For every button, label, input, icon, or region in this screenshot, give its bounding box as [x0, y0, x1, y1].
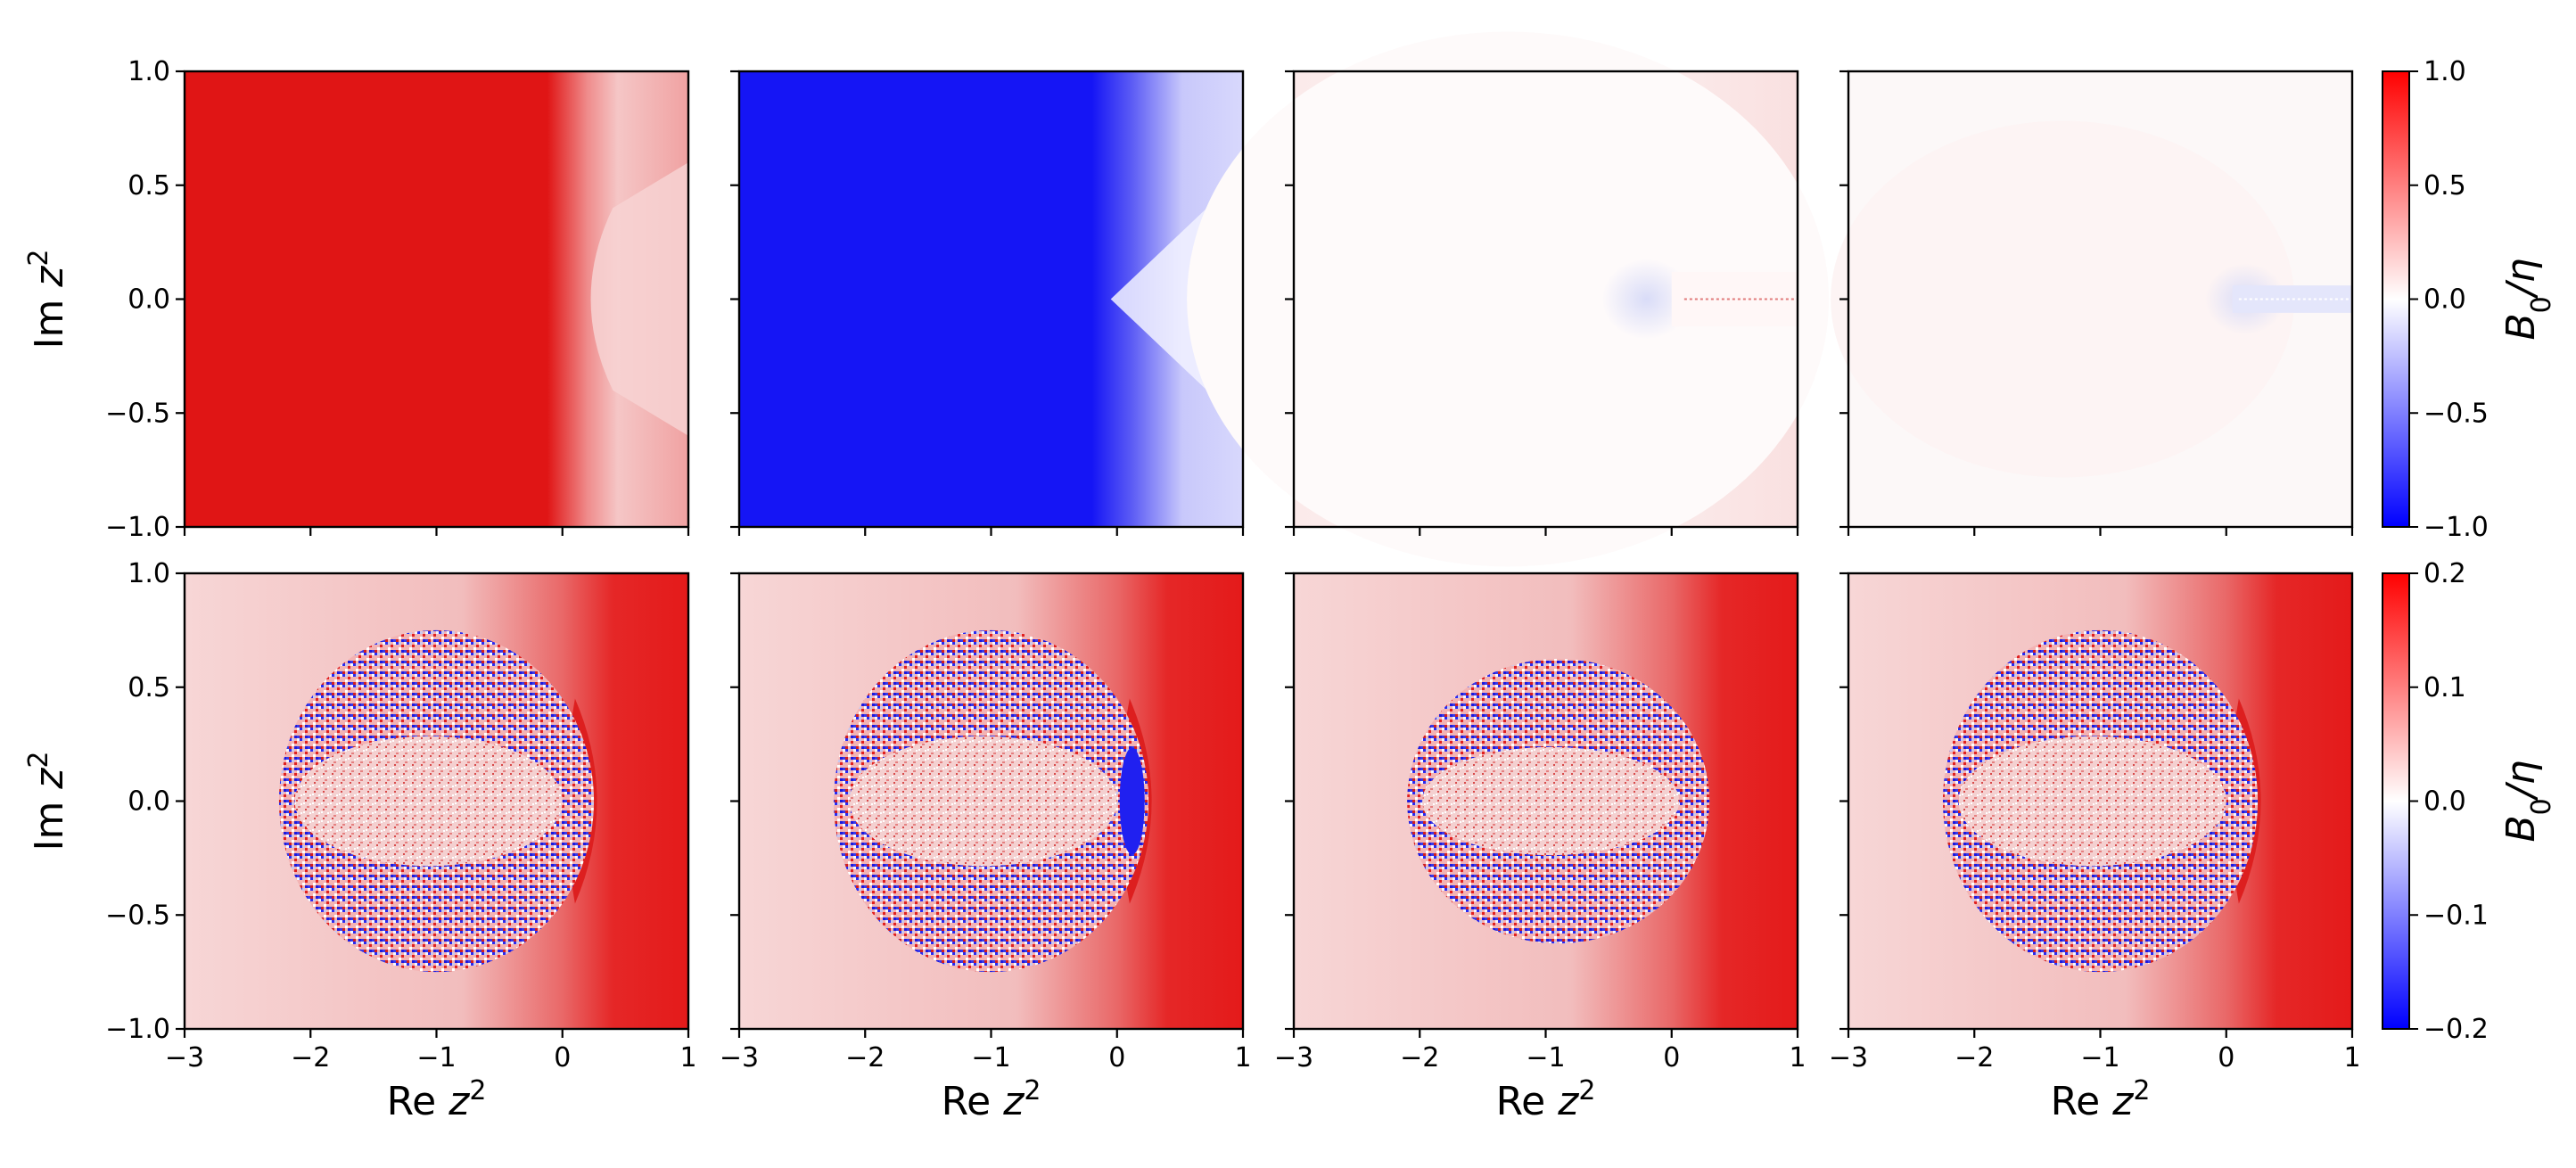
axes: 1.0 0.5 0.0 −0.5 −1.0 Im z2 −3 −2 −1 0 1 1.0 0.5 0.0 −… — [23, 56, 2361, 1124]
x-axis-label-c3: Re z2 — [1496, 1075, 1596, 1125]
x-tick-label: −1 — [416, 1042, 456, 1073]
heatmap-panel-r1-c1 — [185, 71, 688, 527]
y-axis-label-2: Im z2 — [23, 751, 73, 851]
heatmap-panel-r1-c4 — [1831, 71, 2352, 527]
y-tick-label: 1.0 — [128, 56, 170, 87]
x-tick-label: −2 — [291, 1042, 330, 1073]
colorbar-label-1: B0/η — [2498, 259, 2557, 341]
colorbar-tick-label: 1.0 — [2424, 56, 2466, 87]
colorbar-tick-label: −0.5 — [2424, 398, 2489, 429]
heatmap-region — [590, 162, 688, 436]
colorbar-2 — [2383, 573, 2409, 1029]
colorbar-tick-label: 0.0 — [2424, 284, 2466, 316]
y-tick-label: −1.0 — [105, 1014, 170, 1045]
heatmap-panel-r1-c3 — [1187, 31, 1830, 567]
x-tick-label: −3 — [1274, 1042, 1313, 1073]
heatmap-disk-core — [1422, 746, 1680, 856]
x-tick-label: 0 — [2218, 1042, 2234, 1073]
x-axis-label-c2: Re z2 — [942, 1075, 1041, 1125]
x-tick-label: 0 — [1663, 1042, 1680, 1073]
colorbar-label-2: B0/η — [2498, 761, 2557, 843]
colorbar-tick-label: −0.2 — [2424, 1014, 2489, 1045]
heatmap-disk-core — [1958, 736, 2226, 867]
x-tick-label: 1 — [2343, 1042, 2360, 1073]
colorbar-tick-label: −1.0 — [2424, 512, 2489, 543]
y-axis-label-1: Im z2 — [23, 249, 73, 349]
x-tick-label: −3 — [1829, 1042, 1868, 1073]
heatmap-panel-r2-c2 — [739, 573, 1243, 1029]
y-tick-label: 0.5 — [128, 170, 170, 202]
x-tick-label: −3 — [720, 1042, 759, 1073]
x-tick-label: −1 — [971, 1042, 1010, 1073]
heatmap-region — [1601, 259, 1691, 340]
plots — [185, 31, 2352, 1029]
heatmap-region — [1187, 31, 1830, 567]
x-tick-label: −2 — [1955, 1042, 1994, 1073]
x-tick-label: 1 — [1234, 1042, 1251, 1073]
heatmap-disk-core — [849, 736, 1117, 867]
x-tick-label: 0 — [554, 1042, 571, 1073]
x-tick-label: −1 — [1526, 1042, 1565, 1073]
y-tick-label: −0.5 — [105, 398, 170, 429]
x-tick-label: −1 — [2080, 1042, 2119, 1073]
y-tick-label: −1.0 — [105, 512, 170, 543]
x-tick-label: 0 — [1108, 1042, 1125, 1073]
heatmap-panel-r1-c2 — [739, 71, 1243, 527]
colorbar-tick-label: 0.5 — [2424, 170, 2466, 202]
heatmap-panel-r2-c1 — [185, 573, 688, 1029]
colorbars: 1.0 0.5 0.0 −0.5 −1.0 B0/η 0.2 0.1 0.0 −0.1 −0.2 B0… — [2382, 56, 2557, 1045]
heatmap-panel-r2-c3 — [1294, 573, 1798, 1029]
heatmap-region — [1831, 120, 2295, 478]
x-axis-label-c4: Re z2 — [2051, 1075, 2151, 1125]
heatmap-blue-spot — [1119, 747, 1145, 855]
x-tick-label: −2 — [845, 1042, 885, 1073]
y-tick-label: 0.0 — [128, 786, 170, 818]
x-tick-label: 1 — [679, 1042, 696, 1073]
heatmap-panel-r2-c4 — [1848, 573, 2352, 1029]
x-tick-label: −3 — [165, 1042, 204, 1073]
y-tick-label: −0.5 — [105, 900, 170, 931]
y-tick-label: 0.0 — [128, 284, 170, 316]
x-tick-label: 1 — [1789, 1042, 1806, 1073]
y-tick-label: 0.5 — [128, 672, 170, 703]
colorbar-tick-label: −0.1 — [2424, 900, 2489, 931]
y-tick-label: 1.0 — [128, 558, 170, 589]
x-tick-label: −2 — [1400, 1042, 1439, 1073]
x-axis-label-c1: Re z2 — [387, 1075, 487, 1125]
colorbar-tick-label: 0.0 — [2424, 786, 2466, 818]
colorbar-tick-label: 0.1 — [2424, 672, 2466, 703]
colorbar-tick-label: 0.2 — [2424, 558, 2466, 589]
heatmap-disk-core — [294, 736, 563, 867]
colorbar-1 — [2383, 71, 2409, 527]
